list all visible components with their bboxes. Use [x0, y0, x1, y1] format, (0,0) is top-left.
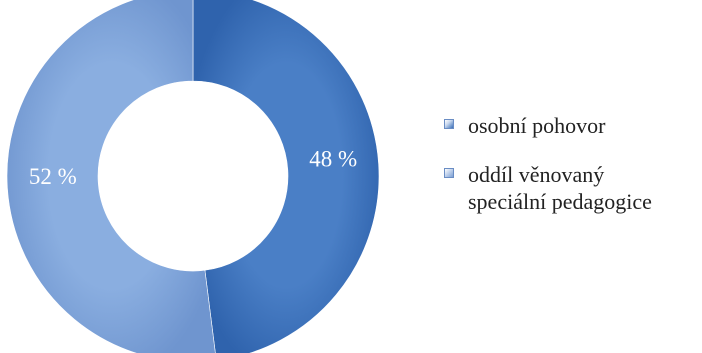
- legend-swatch-0: [444, 119, 454, 129]
- donut-slice-0: [192, 0, 380, 353]
- slice-label-0: 48 %: [309, 146, 357, 171]
- legend-label-0: osobní pohovor: [468, 113, 606, 138]
- legend-label-1: oddíl věnovaný speciální pedagogice: [468, 162, 652, 214]
- slice-label-1: 52 %: [29, 164, 77, 189]
- donut-slice-labels: 48 % 52 %: [29, 146, 357, 189]
- legend-item-osobni-pohovor: osobní pohovor: [444, 112, 652, 139]
- donut-slice-1: [6, 0, 216, 353]
- legend: osobní pohovor oddíl věnovaný speciální …: [444, 112, 652, 237]
- legend-swatch-1: [444, 168, 454, 178]
- legend-item-oddil-venovany: oddíl věnovaný speciální pedagogice: [444, 161, 652, 215]
- donut-slices: [6, 0, 380, 353]
